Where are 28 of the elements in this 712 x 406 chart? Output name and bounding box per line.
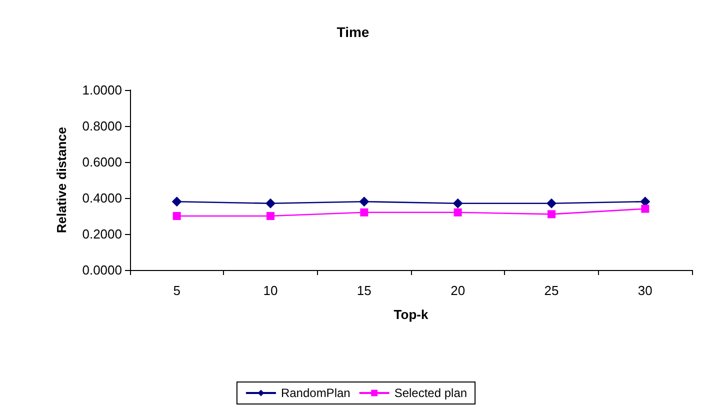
x-tick-label: 30 <box>638 283 652 298</box>
point <box>266 198 276 208</box>
x-tick-label: 15 <box>356 283 372 298</box>
y-tick-label: 0.2000 <box>82 226 122 242</box>
point <box>641 204 650 213</box>
point <box>548 210 556 218</box>
y-tick-label: 1.0000 <box>82 82 122 98</box>
x-tick-label: 10 <box>263 283 278 298</box>
y-tick-label: 0.6000 <box>82 154 122 170</box>
point <box>546 198 556 208</box>
x-tick-label: 20 <box>450 283 466 298</box>
point <box>454 208 462 216</box>
point <box>360 208 368 216</box>
y-axis-title: Relative distance <box>54 126 69 234</box>
point <box>452 198 463 208</box>
y-tick-label: 0.8000 <box>82 118 122 134</box>
y-tick-label: 0.4000 <box>82 190 122 206</box>
legend-label: Selected plan <box>394 386 468 400</box>
point <box>359 196 370 207</box>
x-tick-label: 5 <box>173 283 180 298</box>
x-axis-title: Top-k <box>394 307 429 322</box>
legend-label: RandomPlan <box>280 386 350 400</box>
y-tick-label: 0.0000 <box>82 262 122 278</box>
point <box>266 212 274 220</box>
point <box>172 196 182 207</box>
point <box>172 212 181 220</box>
chart-title: Time <box>336 24 370 40</box>
x-tick-label: 25 <box>544 283 559 298</box>
